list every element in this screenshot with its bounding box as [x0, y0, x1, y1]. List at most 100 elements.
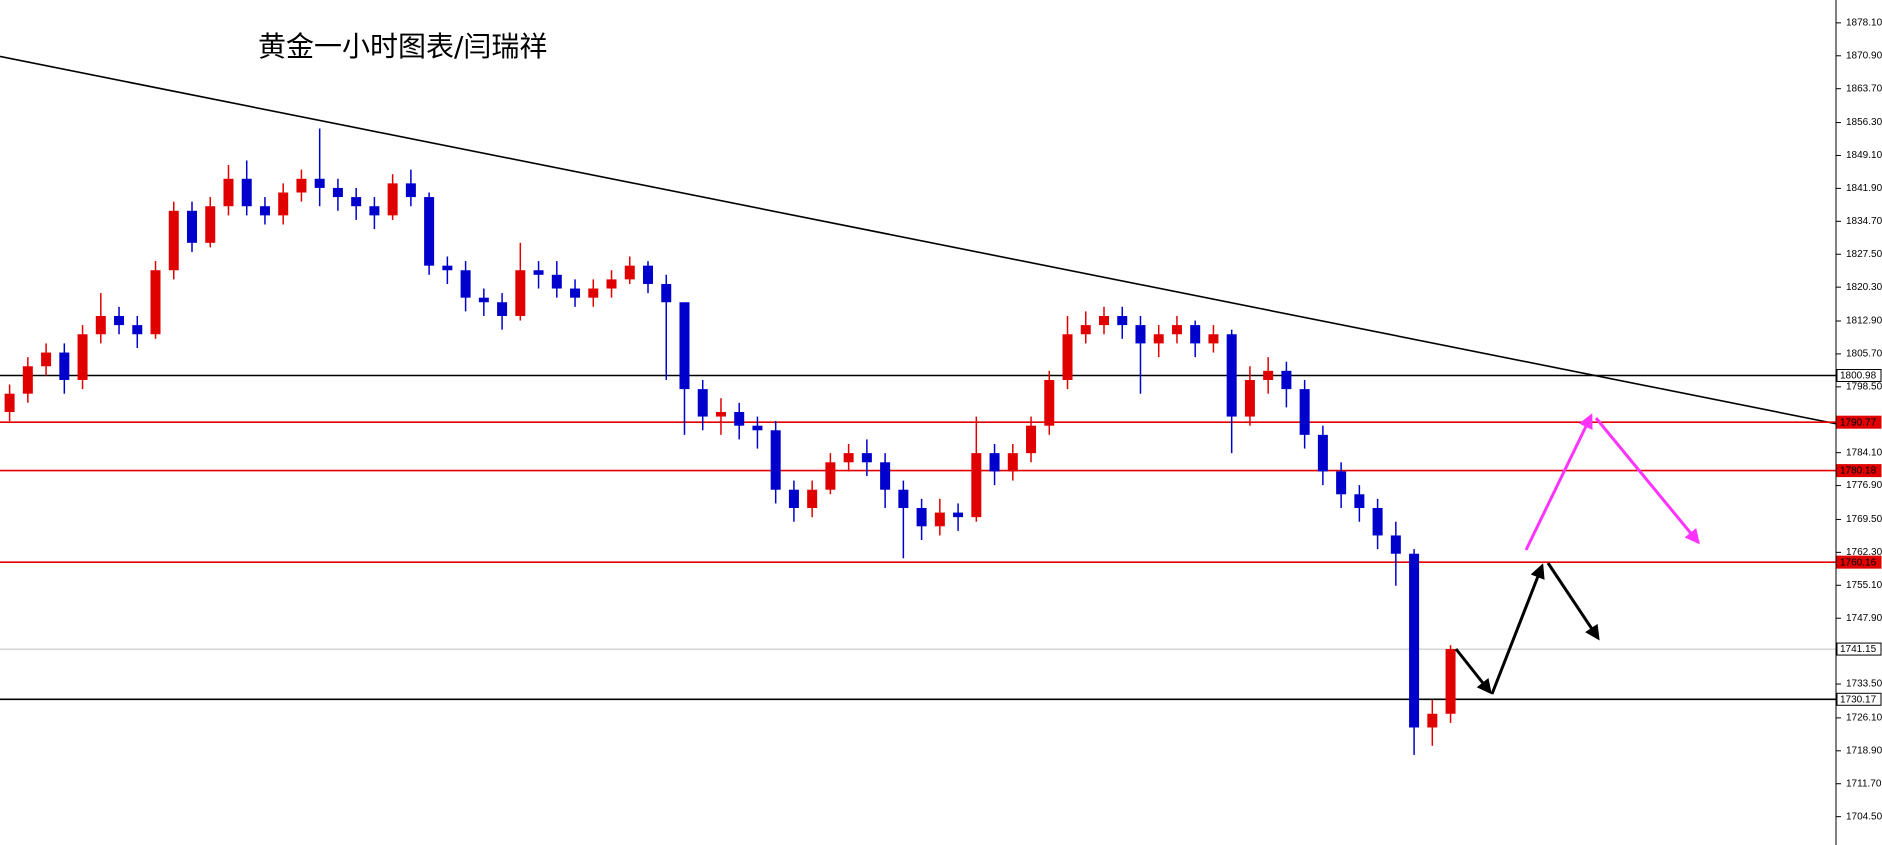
y-tick-label: 1718.90 — [1846, 745, 1882, 756]
candle-body — [1390, 535, 1401, 554]
candle-body — [332, 187, 343, 198]
candle-body — [989, 453, 1000, 472]
price-label-box — [1836, 368, 1882, 382]
trendline — [0, 55, 1837, 425]
candle-body — [606, 279, 617, 289]
candle-body — [1427, 713, 1438, 728]
candle-body — [369, 206, 380, 216]
candle-body — [953, 512, 964, 518]
candle-body — [807, 489, 818, 509]
y-tick-label: 1733.50 — [1846, 679, 1882, 690]
candle-body — [223, 178, 234, 207]
candle-body — [424, 197, 435, 266]
price-label: 1800.98 — [1840, 371, 1877, 382]
price-label-box — [1836, 464, 1882, 478]
candle-body — [351, 197, 362, 207]
y-tick-label: 1755.10 — [1846, 580, 1882, 591]
price-label: 1780.18 — [1840, 466, 1877, 477]
y-tick-label: 1769.50 — [1846, 514, 1882, 525]
candle-body — [533, 270, 544, 275]
y-tick-label: 1812.90 — [1846, 316, 1882, 327]
candle-body — [734, 411, 745, 426]
candle-body — [1281, 370, 1292, 390]
candle-body — [898, 489, 909, 509]
plot-area — [0, 55, 1837, 755]
candle-body — [715, 411, 726, 417]
y-tick-label: 1776.90 — [1846, 480, 1882, 491]
arrow — [1490, 563, 1545, 695]
y-tick-label: 1704.50 — [1846, 811, 1882, 822]
candle-body — [1372, 508, 1383, 536]
candle-body — [95, 315, 106, 335]
candle-body — [825, 462, 836, 490]
candle-body — [77, 334, 88, 380]
y-tick-label: 1870.90 — [1846, 50, 1882, 61]
candle-body — [770, 430, 781, 490]
candle-body — [187, 210, 197, 243]
candle-body — [1190, 325, 1201, 344]
candle-body — [241, 178, 252, 207]
price-label: 1790.77 — [1840, 417, 1877, 428]
candle-body — [934, 512, 945, 527]
candle-body — [387, 183, 398, 216]
y-tick-label: 1863.70 — [1846, 83, 1882, 94]
y-tick-label: 1747.90 — [1846, 613, 1882, 624]
price-label: 1760.16 — [1840, 557, 1877, 568]
candle-body — [1080, 325, 1091, 335]
candle-body — [861, 453, 872, 463]
candle-body — [1244, 379, 1255, 417]
forecast-arrows — [1454, 413, 1700, 695]
chart-title: 黄金一小时图表/闫瑞祥 — [258, 30, 547, 63]
y-tick-label: 1834.70 — [1846, 216, 1882, 227]
y-tick-label: 1726.10 — [1846, 713, 1882, 724]
candle-body — [1263, 370, 1274, 380]
candle-body — [114, 315, 125, 326]
y-tick-label: 1805.70 — [1846, 349, 1882, 360]
price-label-box — [1836, 415, 1882, 429]
candle-body — [1153, 334, 1164, 344]
y-tick-label: 1841.90 — [1846, 183, 1882, 194]
candle-body — [1317, 434, 1328, 472]
candle-body — [259, 206, 270, 216]
candle-body — [515, 270, 526, 316]
candle-body — [296, 178, 307, 193]
arrow — [1524, 413, 1593, 551]
candle-body — [1208, 334, 1219, 344]
candle-body — [1062, 334, 1073, 380]
y-tick-label: 1878.10 — [1846, 18, 1882, 29]
candle-body — [643, 265, 653, 284]
candle-body — [41, 352, 52, 367]
candle-body — [1117, 315, 1128, 326]
candle-body — [1026, 425, 1037, 454]
candle-body — [679, 302, 690, 390]
candle-body — [588, 288, 599, 298]
candle-body — [442, 265, 453, 271]
candle-body — [168, 210, 179, 271]
candle-body — [1135, 325, 1146, 344]
candle-body — [22, 366, 33, 394]
candle-body — [971, 453, 982, 518]
candle-body — [880, 462, 891, 490]
candle-body — [624, 265, 635, 280]
y-tick-label: 1849.10 — [1846, 150, 1882, 161]
y-tick-label: 1820.30 — [1846, 282, 1882, 293]
candle-body — [1171, 325, 1182, 335]
candle-body — [1044, 379, 1055, 426]
arrow — [1454, 648, 1492, 695]
y-tick-label: 1856.30 — [1846, 117, 1882, 128]
y-tick-label: 1711.70 — [1846, 778, 1882, 789]
candle-body — [150, 270, 161, 335]
candle-body — [1226, 334, 1237, 417]
arrow — [1594, 417, 1700, 545]
candle-body — [661, 283, 672, 303]
candle-body — [314, 178, 325, 188]
price-label-box — [1836, 692, 1882, 706]
candle-body — [478, 297, 489, 303]
candle-body — [843, 453, 854, 463]
candle-body — [1099, 315, 1109, 326]
candle-body — [205, 206, 216, 243]
candle-body — [551, 274, 562, 289]
candle-body — [497, 302, 508, 316]
candle-body — [1445, 649, 1456, 714]
